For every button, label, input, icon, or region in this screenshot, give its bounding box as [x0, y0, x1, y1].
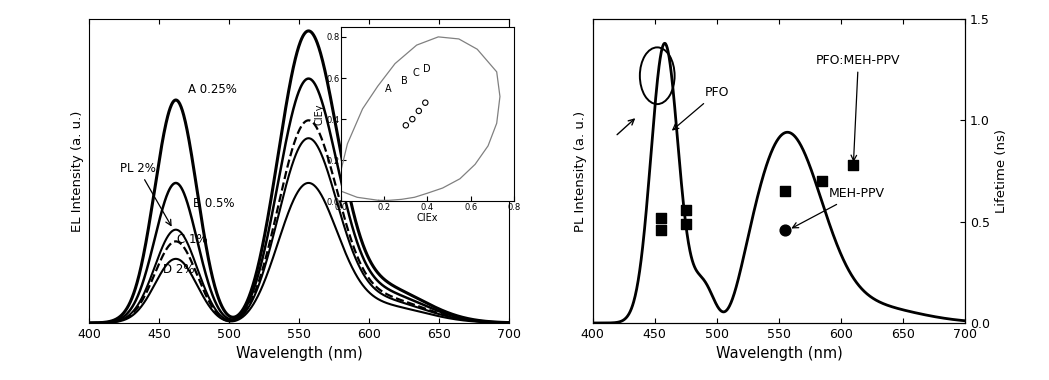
Point: [845, 162, 862, 168]
Text: A 0.25%: A 0.25%: [189, 82, 237, 95]
X-axis label: Wavelength (nm): Wavelength (nm): [236, 347, 362, 361]
Y-axis label: PL Intensity (a. u.): PL Intensity (a. u.): [574, 111, 587, 231]
Text: D 2%: D 2%: [164, 263, 195, 276]
Text: B: B: [402, 76, 408, 86]
Text: D: D: [423, 64, 430, 74]
Text: C 1%: C 1%: [177, 233, 208, 246]
Text: A: A: [385, 84, 392, 95]
Point: [814, 178, 831, 184]
Point: [652, 215, 669, 221]
Point: [678, 206, 694, 212]
Y-axis label: EL Intensity (a. u.): EL Intensity (a. u.): [70, 110, 84, 232]
Text: PFO:MEH-PPV: PFO:MEH-PPV: [816, 54, 901, 161]
Text: B 0.5%: B 0.5%: [193, 197, 234, 210]
Point: [410, 108, 427, 114]
Text: MEH-PPV: MEH-PPV: [792, 187, 884, 228]
Point: [416, 100, 433, 106]
Point: [776, 188, 793, 194]
Point: [776, 227, 793, 233]
Point: [398, 122, 414, 128]
Point: [678, 221, 694, 227]
X-axis label: Wavelength (nm): Wavelength (nm): [715, 347, 842, 361]
Point: [404, 116, 421, 122]
X-axis label: CIEx: CIEx: [416, 213, 438, 223]
Y-axis label: Lifetime (ns): Lifetime (ns): [996, 129, 1008, 213]
Text: PFO: PFO: [672, 86, 729, 130]
Y-axis label: CIEy: CIEy: [315, 103, 325, 125]
Text: PL 2%: PL 2%: [120, 162, 171, 225]
Text: C: C: [412, 68, 419, 78]
Point: [652, 227, 669, 233]
